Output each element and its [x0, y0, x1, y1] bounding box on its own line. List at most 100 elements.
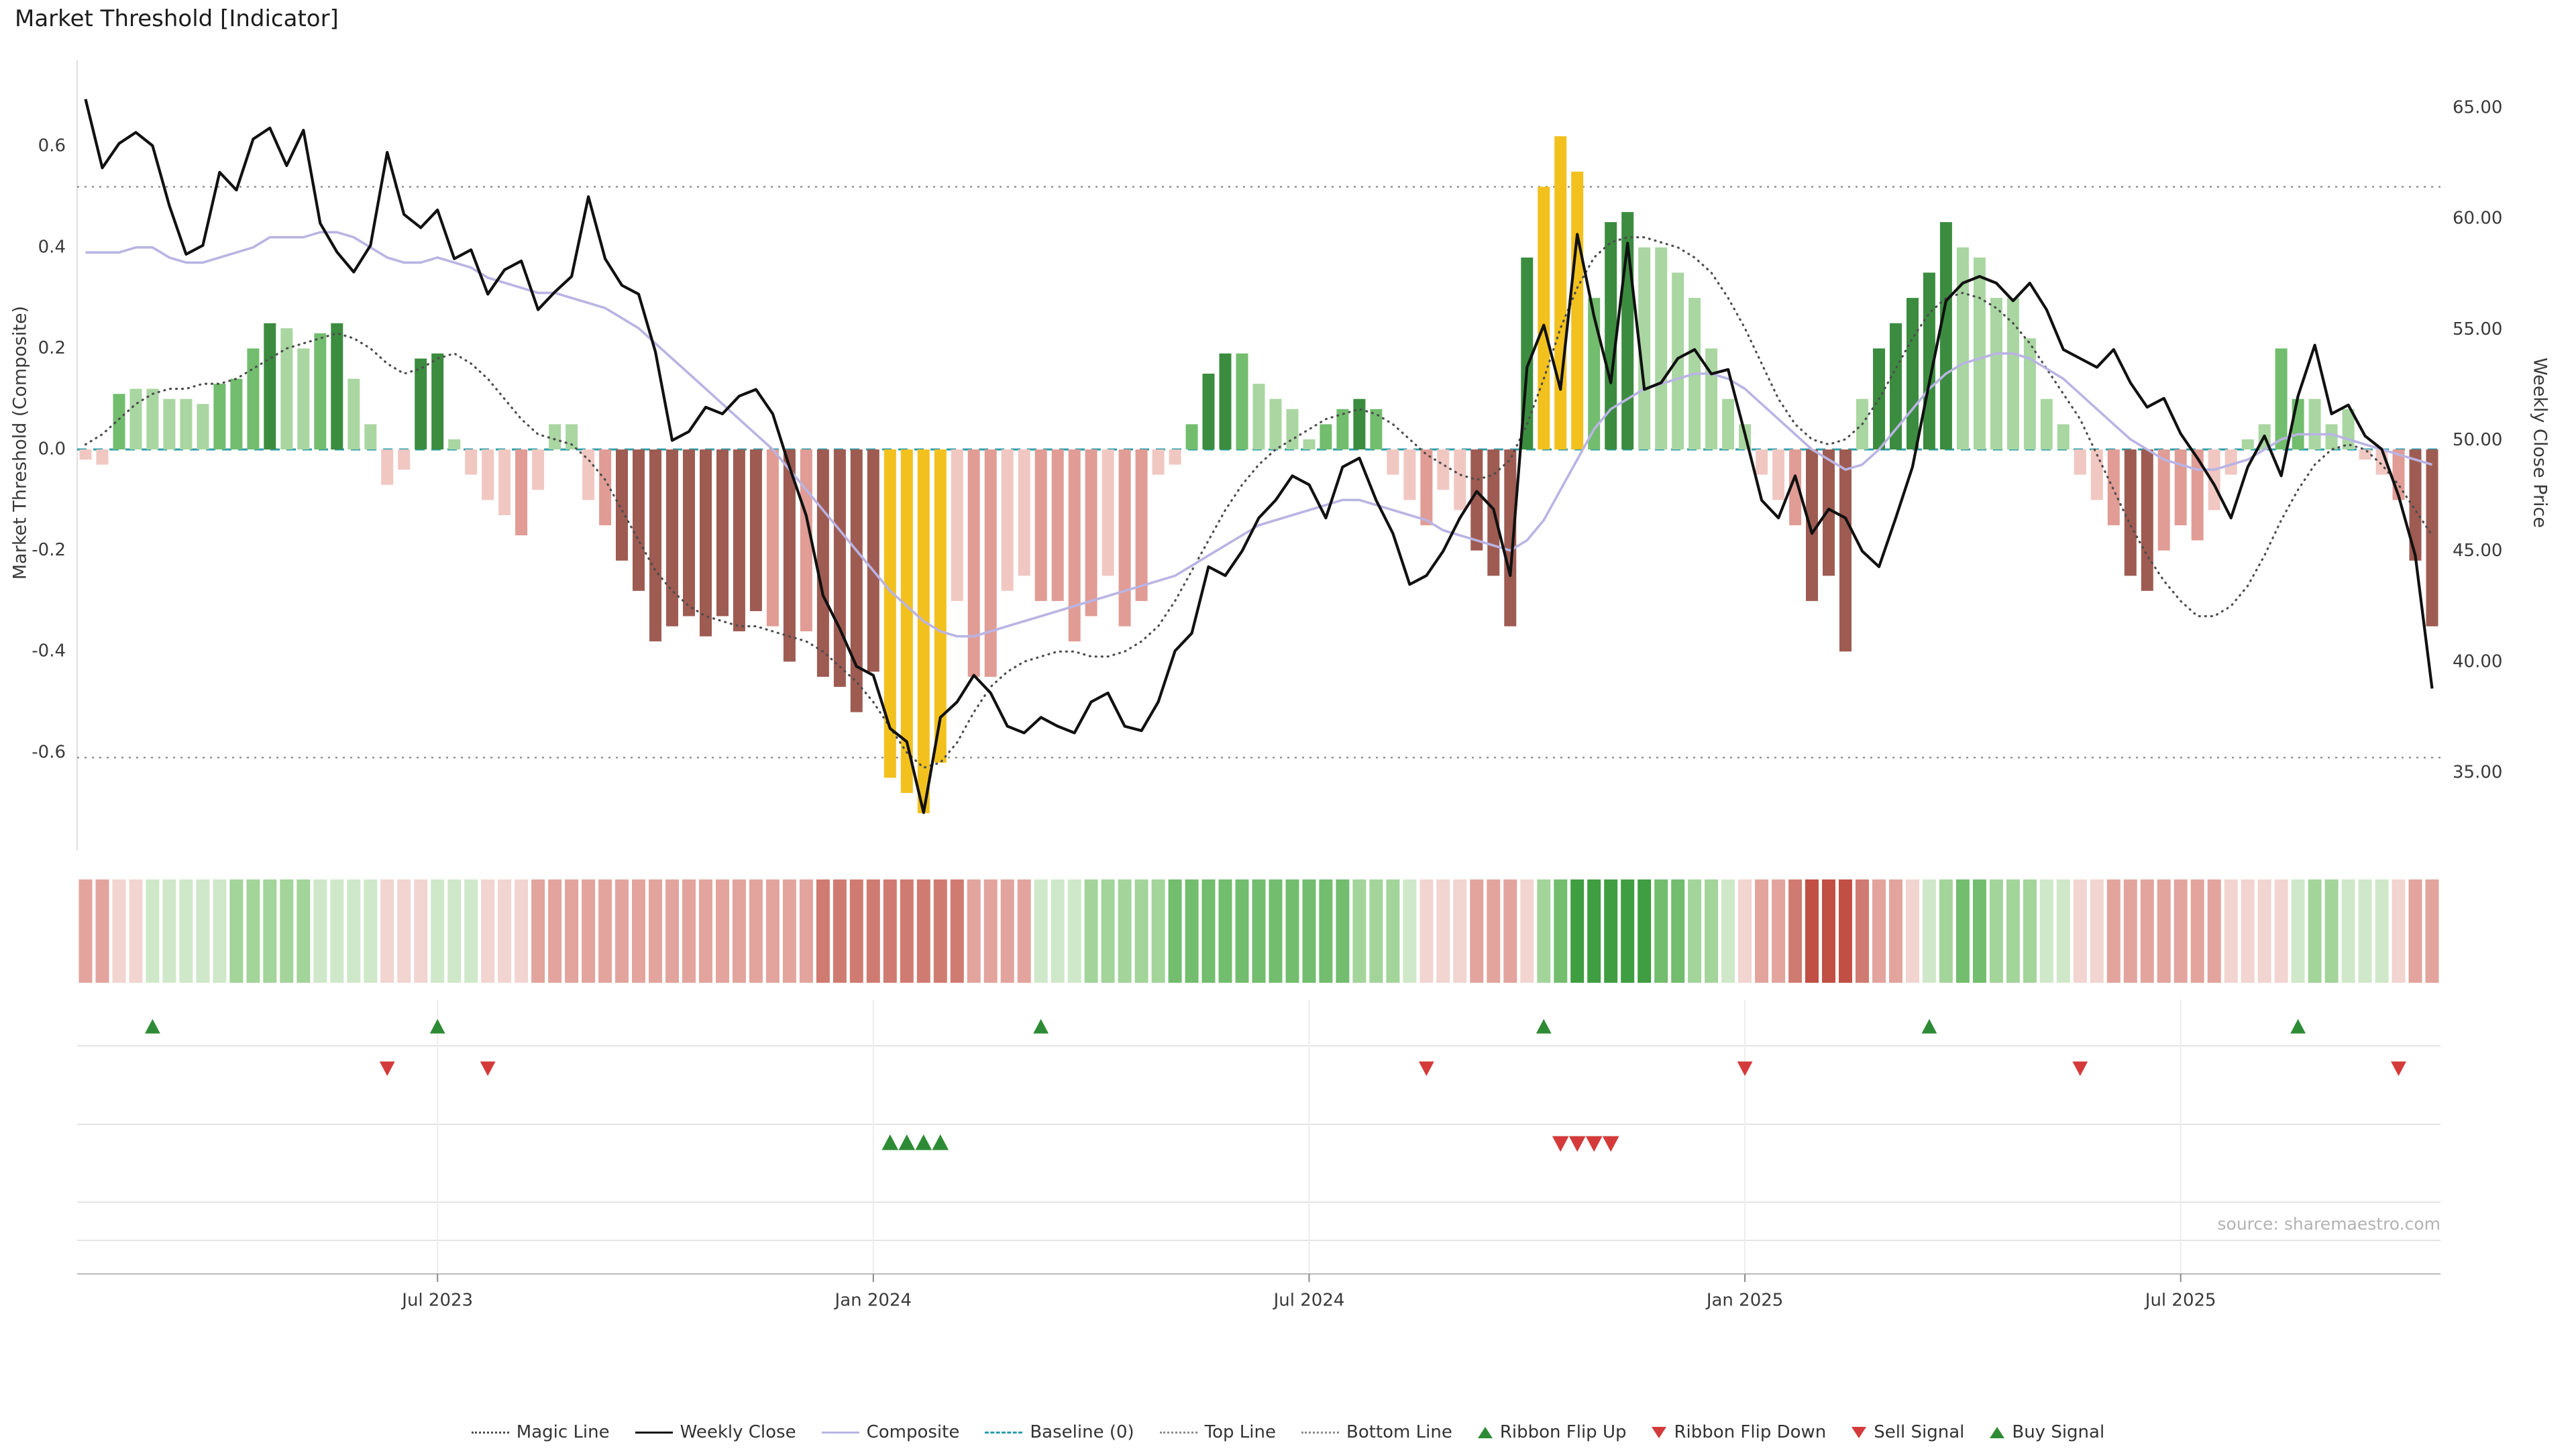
composite-bar — [1387, 449, 1399, 475]
composite-bar — [1956, 247, 1969, 449]
ribbon-cell — [2106, 879, 2121, 983]
ribbon-cell — [548, 879, 562, 983]
legend-label: Weekly Close — [680, 1422, 796, 1442]
composite-bar — [1756, 449, 1768, 475]
legend-item: Magic Line — [471, 1422, 610, 1442]
composite-bar — [180, 398, 193, 449]
ribbon-cell — [1856, 879, 1869, 983]
right-axis-tick-label: 35.00 — [2453, 763, 2502, 783]
sell-signal-marker — [1568, 1136, 1586, 1152]
composite-bar — [1303, 439, 1316, 449]
ribbon-cell — [1906, 879, 1919, 983]
ribbon-cell — [950, 879, 964, 983]
ribbon-cell — [716, 879, 729, 983]
composite-bar — [1102, 449, 1114, 576]
right-axis-tick-label: 50.00 — [2453, 430, 2502, 450]
composite-bar — [1554, 136, 1567, 449]
composite-bar — [1655, 247, 1668, 449]
ribbon-cell — [2274, 879, 2288, 983]
ribbon-cell — [866, 879, 880, 983]
ribbon-cell — [280, 879, 294, 983]
right-axis-tick-label: 45.00 — [2453, 541, 2502, 561]
legend-item: Baseline (0) — [985, 1422, 1134, 1442]
composite-bar — [1252, 384, 1265, 449]
ribbon-cell — [1470, 879, 1484, 983]
ribbon-cell — [1805, 879, 1819, 983]
left-axis-tick-label: -0.2 — [32, 540, 66, 560]
ribbon-flip-down-marker — [1737, 1061, 1753, 1076]
ribbon-cell — [1067, 879, 1081, 983]
composite-bar — [850, 449, 863, 712]
ribbon-cell — [1654, 879, 1668, 983]
ribbon-cell — [1185, 879, 1199, 983]
x-axis-label: Jan 2025 — [1705, 1290, 1784, 1310]
composite-bar — [1286, 409, 1299, 449]
composite-bar — [549, 424, 561, 449]
ribbon-cell — [1721, 879, 1735, 983]
composite-bar — [616, 449, 628, 561]
sell-signal-marker — [1552, 1136, 1569, 1152]
source-text: source: sharemaestro.com — [2217, 1214, 2441, 1234]
ribbon-cell — [431, 879, 445, 983]
composite-bar — [1990, 298, 2002, 449]
ribbon-cell — [112, 879, 126, 983]
composite-bar — [867, 449, 879, 672]
composite-bar — [2040, 398, 2053, 449]
legend-item: Buy Signal — [1990, 1422, 2104, 1442]
ribbon-cell — [1939, 879, 1953, 983]
composite-bar — [1336, 409, 1349, 449]
composite-bar — [1823, 449, 1835, 576]
ribbon-cell — [1269, 879, 1283, 983]
composite-bar — [967, 449, 980, 677]
legend-label: Composite — [866, 1422, 960, 1442]
ribbon-flip-up-marker — [145, 1019, 160, 1034]
composite-bar — [1118, 449, 1131, 627]
magic-line — [84, 236, 2434, 769]
ribbon-cell — [2056, 879, 2070, 983]
ribbon-cell — [2190, 879, 2204, 983]
composite-bar — [197, 404, 209, 449]
composite-bar — [2208, 449, 2220, 511]
composite-bar — [247, 348, 260, 449]
ribbon-cell — [2358, 879, 2372, 983]
left-axis-tick-label: 0.4 — [38, 237, 66, 257]
ribbon-cell — [2408, 879, 2422, 983]
ribbon-cell — [1671, 879, 1685, 983]
ribbon-cell — [1101, 879, 1115, 983]
ribbon-cell — [364, 879, 378, 983]
ribbon-cell — [699, 879, 712, 983]
ribbon-cell — [1889, 879, 1902, 983]
ribbon-cell — [682, 879, 696, 983]
ribbon-cell — [1235, 879, 1249, 983]
composite-bar — [2074, 449, 2086, 475]
composite-bar — [1219, 353, 1232, 449]
ribbon-cell — [765, 879, 780, 983]
ribbon-cell — [78, 879, 93, 983]
ribbon-flip-down-marker — [1418, 1061, 1434, 1076]
composite-bar — [1068, 449, 1081, 642]
composite-bar — [1420, 449, 1433, 525]
ribbon-cell — [1151, 879, 1165, 983]
composite-bar — [482, 449, 494, 500]
composite-bar — [1437, 449, 1450, 490]
composite-bar — [1890, 323, 1902, 450]
composite-bar — [917, 449, 930, 814]
ribbon-cell — [1084, 879, 1098, 983]
ribbon-cell — [1134, 879, 1148, 983]
composite-bar — [1772, 449, 1785, 500]
ribbon-cell — [1788, 879, 1803, 983]
composite-bar — [1169, 449, 1181, 465]
composite-bar — [314, 333, 327, 449]
ribbon-cell — [1638, 879, 1652, 983]
ribbon-cell — [2392, 879, 2406, 983]
ribbon-cell — [1738, 879, 1752, 983]
composite-bar — [599, 449, 612, 525]
ribbon-cell — [2207, 879, 2221, 983]
ribbon-flip-up-marker — [2290, 1019, 2306, 1034]
composite-bar — [582, 449, 595, 500]
ribbon-cell — [1319, 879, 1333, 983]
ribbon-cell — [2341, 879, 2355, 983]
left-axis-tick-label: 0.0 — [38, 439, 66, 460]
